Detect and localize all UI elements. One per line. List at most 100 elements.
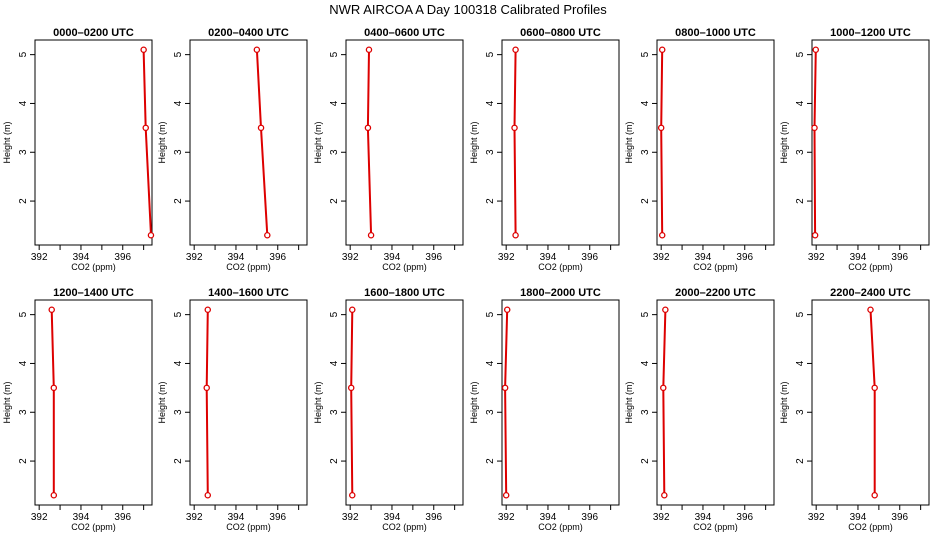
profile-point [264, 231, 271, 239]
profile-line [813, 49, 817, 236]
profile-point [867, 306, 874, 314]
y-tick-label: 3 [485, 149, 496, 155]
plot-frame [501, 299, 620, 506]
plot-frame [656, 299, 775, 506]
profile-point [661, 491, 668, 499]
y-axis-label: Height (m) [157, 381, 167, 423]
x-tick-label: 396 [114, 252, 131, 263]
profile-point [349, 306, 356, 314]
x-axis-label: CO2 (ppm) [693, 262, 738, 272]
y-axis-label: Height (m) [779, 381, 789, 423]
y-axis-label: Height (m) [469, 121, 479, 163]
y-tick-label: 2 [329, 458, 340, 464]
profile-point [365, 46, 373, 54]
plot-frame [189, 39, 308, 246]
panel-title: 0000–0200 UTC [53, 27, 134, 39]
panel-title: 1200–1400 UTC [53, 287, 134, 299]
y-tick-label: 5 [173, 311, 184, 317]
profile-point [48, 306, 55, 314]
y-tick-label: 2 [485, 458, 496, 464]
y-tick-label: 2 [640, 198, 651, 204]
x-tick-label: 396 [581, 252, 598, 263]
x-tick-label: 396 [425, 512, 442, 523]
plot-frame [345, 39, 464, 246]
x-tick-label: 392 [498, 252, 515, 263]
profile-point [501, 384, 509, 392]
y-tick-label: 5 [18, 51, 29, 57]
profile-line [255, 49, 269, 236]
x-axis-label: CO2 (ppm) [71, 262, 116, 272]
y-tick-label: 5 [329, 311, 340, 317]
profile-line [350, 309, 354, 496]
plot-frame [345, 299, 464, 506]
x-tick-label: 394 [850, 252, 867, 263]
y-tick-label: 3 [640, 409, 651, 415]
x-tick-label: 394 [228, 512, 245, 523]
x-tick-label: 396 [736, 512, 753, 523]
x-tick-label: 394 [540, 512, 557, 523]
y-axis-label: Height (m) [624, 381, 634, 423]
panel-title: 2000–2200 UTC [675, 287, 756, 299]
y-tick-label: 5 [795, 311, 806, 317]
y-tick-label: 3 [173, 409, 184, 415]
x-tick-label: 392 [808, 252, 825, 263]
x-tick-label: 392 [808, 512, 825, 523]
profile-point [253, 46, 261, 54]
x-tick-label: 392 [498, 512, 515, 523]
x-tick-label: 392 [31, 252, 48, 263]
y-axis-label: Height (m) [313, 121, 323, 163]
x-axis-label: CO2 (ppm) [693, 522, 738, 532]
y-tick-label: 4 [18, 360, 29, 366]
y-tick-label: 4 [18, 100, 29, 106]
panel-title: 0600–0800 UTC [520, 27, 601, 39]
y-tick-label: 4 [795, 100, 806, 106]
profile-point [204, 491, 212, 499]
x-tick-label: 396 [269, 512, 286, 523]
y-tick-label: 3 [173, 149, 184, 155]
x-tick-label: 396 [425, 252, 442, 263]
plot-frame [656, 39, 775, 246]
profile-point [502, 491, 510, 499]
y-axis-label: Height (m) [779, 121, 789, 163]
x-tick-label: 394 [228, 252, 245, 263]
figure-title: NWR AIRCOA A Day 100318 Calibrated Profi… [329, 2, 607, 17]
profile-point [512, 46, 519, 54]
y-tick-label: 5 [795, 51, 806, 57]
y-tick-label: 3 [795, 409, 806, 415]
x-tick-label: 396 [581, 512, 598, 523]
x-axis-label: CO2 (ppm) [538, 262, 583, 272]
profile-line [513, 49, 517, 236]
x-tick-label: 394 [73, 252, 90, 263]
y-tick-label: 3 [329, 409, 340, 415]
y-tick-label: 5 [485, 311, 496, 317]
panel-title: 0200–0400 UTC [208, 27, 289, 39]
panel-title: 1000–1200 UTC [830, 27, 911, 39]
y-axis-label: Height (m) [157, 121, 167, 163]
plot-frame [811, 39, 930, 246]
x-axis-label: CO2 (ppm) [382, 262, 427, 272]
y-tick-label: 5 [329, 51, 340, 57]
y-tick-label: 5 [640, 311, 651, 317]
x-tick-label: 392 [186, 512, 203, 523]
y-tick-label: 2 [795, 198, 806, 204]
x-tick-label: 396 [891, 252, 908, 263]
profile-point [50, 491, 58, 499]
y-tick-label: 2 [173, 458, 184, 464]
panel-title: 2200–2400 UTC [830, 287, 911, 299]
x-tick-label: 394 [73, 512, 90, 523]
y-tick-label: 3 [18, 149, 29, 155]
profile-point [658, 46, 666, 54]
y-tick-label: 2 [18, 198, 29, 204]
x-tick-label: 394 [850, 512, 867, 523]
y-tick-label: 4 [173, 100, 184, 106]
y-axis-label: Height (m) [469, 381, 479, 423]
profile-point [512, 231, 519, 239]
